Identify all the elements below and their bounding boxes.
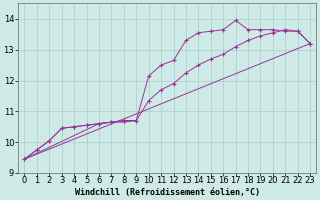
X-axis label: Windchill (Refroidissement éolien,°C): Windchill (Refroidissement éolien,°C)	[75, 188, 260, 197]
